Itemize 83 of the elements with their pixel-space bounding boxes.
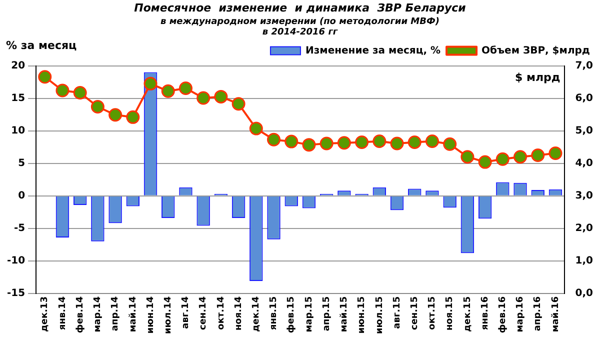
x-tick-label: дек.13 bbox=[40, 296, 50, 332]
y-tick-label: -5 bbox=[14, 222, 26, 234]
point bbox=[496, 152, 510, 166]
x-tick-label: мар.16 bbox=[516, 296, 526, 332]
point bbox=[284, 134, 298, 148]
y-tick-label: 15 bbox=[11, 92, 26, 104]
x-tick-label: сен.15 bbox=[410, 296, 420, 330]
y2-tick-label: 1,0 bbox=[575, 255, 594, 266]
point bbox=[232, 97, 246, 111]
y-tick-label: 10 bbox=[11, 125, 26, 136]
x-tick-label: янв.16 bbox=[480, 296, 490, 330]
y2-tick-label: 6,0 bbox=[575, 92, 594, 104]
x-tick-label: дек.15 bbox=[462, 296, 473, 332]
y2-tick-label: 5,0 bbox=[575, 125, 594, 136]
x-tick-label: ноя.14 bbox=[234, 296, 244, 331]
point bbox=[56, 84, 70, 98]
x-tick-label: сен.14 bbox=[198, 296, 209, 330]
chart-title: Помесячное изменение и динамика ЗВР Беларуси bbox=[134, 1, 466, 14]
point bbox=[249, 122, 263, 136]
x-tick-label: апр.14 bbox=[110, 296, 121, 332]
y-tick-label: 5 bbox=[18, 158, 26, 169]
point bbox=[478, 155, 492, 169]
x-tick-label: мар.15 bbox=[304, 296, 314, 332]
y2-tick-label: 0,0 bbox=[575, 288, 594, 300]
x-tick-label: май.16 bbox=[550, 296, 561, 332]
x-tick-label: янв.14 bbox=[58, 296, 68, 330]
x-tick-label: фев.14 bbox=[75, 296, 86, 334]
x-tick-label: апр.16 bbox=[533, 296, 544, 332]
point bbox=[460, 150, 474, 164]
point bbox=[390, 136, 404, 150]
x-tick-label: июн.14 bbox=[146, 296, 156, 334]
legend-label: Изменение за месяц, % bbox=[305, 45, 441, 56]
y-axis-title: % за месяц bbox=[6, 39, 77, 52]
point bbox=[38, 70, 52, 84]
x-tick-label: ноя.15 bbox=[445, 296, 456, 331]
point bbox=[443, 137, 457, 151]
x-tick-label: апр.15 bbox=[322, 296, 332, 332]
point bbox=[514, 150, 528, 164]
y-tick-label: -10 bbox=[6, 255, 26, 266]
point bbox=[108, 108, 122, 122]
y2-tick-label: 3,0 bbox=[575, 190, 594, 202]
point bbox=[337, 136, 351, 150]
y-tick-label: 0 bbox=[18, 190, 26, 202]
x-tick-label: июн.15 bbox=[357, 296, 368, 334]
y-tick-label: 20 bbox=[11, 60, 26, 72]
y-tick-label: -15 bbox=[6, 288, 26, 300]
point bbox=[355, 135, 369, 149]
x-tick-label: окт.15 bbox=[428, 296, 438, 330]
y2-tick-label: 2,0 bbox=[575, 222, 594, 234]
point bbox=[90, 100, 104, 114]
x-tick-label: май.14 bbox=[128, 296, 138, 332]
chart-subtitle: в международном измерении (по методологии МВФ) bbox=[160, 16, 440, 27]
point bbox=[408, 135, 422, 149]
legend-label: Объем ЗВР, $млрд bbox=[482, 45, 590, 56]
x-tick-label: июл.14 bbox=[163, 296, 174, 334]
point bbox=[178, 81, 192, 95]
point bbox=[302, 138, 316, 152]
point bbox=[425, 134, 439, 148]
point bbox=[548, 146, 562, 160]
point bbox=[320, 136, 334, 150]
x-tick-label: окт.14 bbox=[216, 296, 226, 330]
point bbox=[372, 134, 386, 148]
text: в 2014-2016 гг bbox=[262, 28, 338, 38]
x-tick-label: май.15 bbox=[340, 296, 350, 332]
point bbox=[196, 91, 210, 105]
y2-tick-label: 4,0 bbox=[575, 158, 594, 169]
point bbox=[267, 132, 281, 146]
x-tick-label: мар.14 bbox=[93, 296, 104, 332]
point bbox=[161, 84, 175, 98]
y2-tick-label: 7,0 bbox=[575, 60, 594, 72]
x-tick-label: дек.14 bbox=[252, 296, 262, 332]
x-tick-label: авг.14 bbox=[181, 296, 192, 329]
x-tick-label: авг.15 bbox=[392, 296, 402, 329]
point bbox=[126, 110, 140, 124]
point bbox=[73, 86, 87, 100]
point bbox=[144, 76, 158, 90]
x-tick-label: янв.15 bbox=[269, 296, 280, 330]
x-tick-label: фев.16 bbox=[498, 296, 508, 334]
x-tick-label: июл.15 bbox=[374, 296, 385, 334]
point bbox=[531, 148, 545, 162]
y2-axis-title: $ млрд bbox=[514, 71, 560, 84]
point bbox=[214, 90, 228, 104]
x-tick-label: фев.15 bbox=[286, 296, 297, 334]
